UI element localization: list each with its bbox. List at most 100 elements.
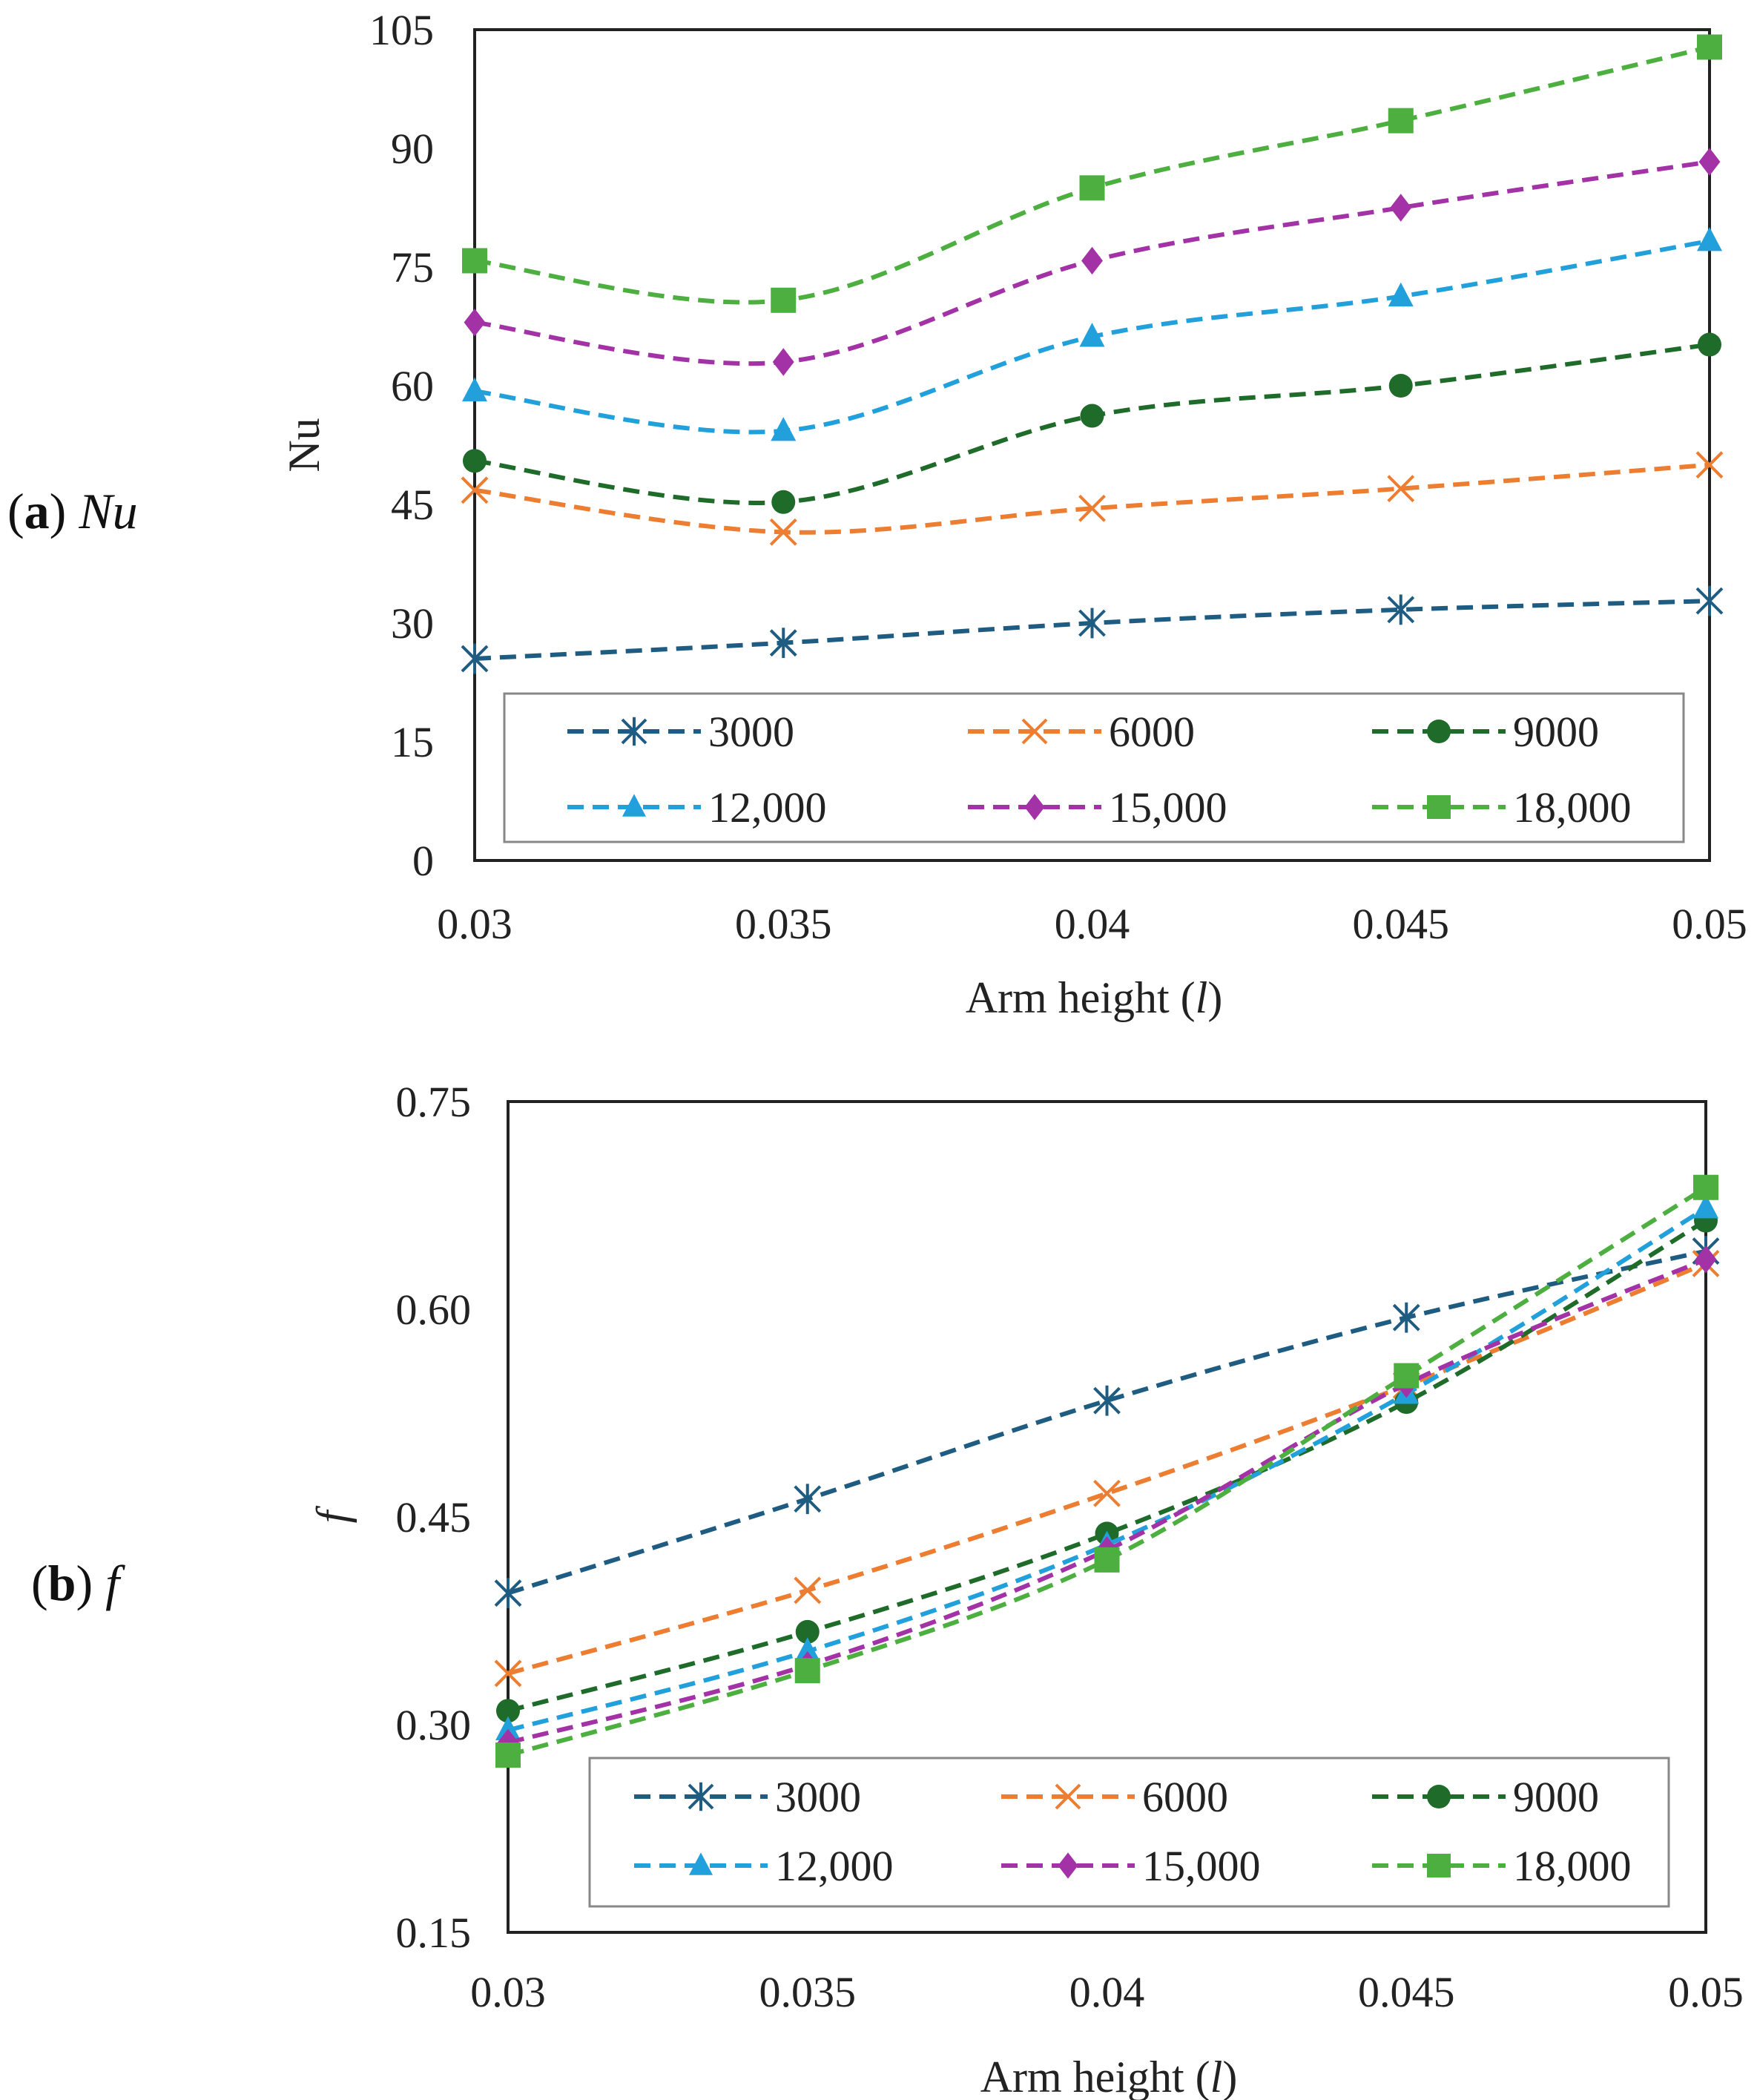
data-point — [462, 248, 487, 274]
legend-label: 6000 — [1142, 1773, 1228, 1821]
y-tick-label: 105 — [369, 6, 434, 54]
legend-marker — [1021, 718, 1048, 745]
data-point — [461, 643, 489, 674]
series-18,000 — [462, 34, 1722, 313]
legend-marker — [1427, 720, 1451, 743]
legend-box — [588, 1757, 1670, 1908]
legend-marker — [1427, 1785, 1451, 1808]
legend-item: 6000 — [1001, 1773, 1228, 1821]
data-point — [1388, 108, 1414, 134]
data-point — [772, 348, 794, 376]
series-12,000 — [462, 227, 1722, 441]
chart-b: 0.15 0.30 0.45 0.60 0.75 0.03 0.035 0.04 0.045 0.… — [308, 1078, 1744, 2100]
data-point — [1387, 594, 1415, 625]
y-tick-label: 15 — [391, 718, 434, 766]
x-tick-label: 0.03 — [437, 900, 512, 948]
y-axis-title: Nu — [280, 418, 329, 472]
legend-label: 12,000 — [775, 1842, 894, 1890]
data-point — [1698, 332, 1721, 357]
series-3000 — [461, 585, 1724, 674]
panel-a-label: (a) Nu — [7, 483, 138, 539]
series-18,000 — [495, 1174, 1718, 1768]
plot-frame-a — [473, 28, 1711, 862]
legend-item: 3000 — [567, 708, 794, 756]
data-point — [1695, 1245, 1717, 1274]
legend-label: 12,000 — [708, 783, 827, 832]
data-point — [1079, 323, 1105, 347]
legend-marker — [1427, 795, 1451, 819]
data-point — [771, 490, 796, 514]
data-point — [1078, 494, 1106, 522]
legend-label: 18,000 — [1513, 783, 1632, 832]
x-tick-label: 0.05 — [1672, 900, 1747, 948]
y-tick-label: 90 — [391, 125, 434, 173]
data-point — [795, 1619, 820, 1644]
data-point — [769, 628, 797, 659]
series-line — [507, 1261, 1707, 1676]
legend-marker — [1024, 794, 1045, 820]
data-point — [464, 308, 486, 337]
data-point — [1697, 34, 1722, 60]
x-axis-title: Arm height (l) — [966, 973, 1223, 1022]
legend-item: 18,000 — [1372, 1842, 1632, 1890]
x-tick-label: 0.035 — [735, 900, 832, 948]
data-point — [494, 1659, 522, 1688]
legend-label: 9000 — [1513, 708, 1599, 756]
x-tick-label: 0.05 — [1668, 1968, 1744, 2016]
y-axis-title: f — [308, 1505, 357, 1523]
legend-label: 9000 — [1513, 1773, 1599, 1821]
legend-marker — [688, 1782, 714, 1811]
chart-a: 0 15 30 45 60 75 90 105 0.03 0.035 0.04 0.045 0.05 Ar… — [280, 6, 1747, 1022]
plot-frame-b — [507, 1100, 1707, 1934]
data-point — [1093, 1385, 1121, 1416]
data-point — [794, 1658, 820, 1684]
legend-label: 15,000 — [1109, 783, 1227, 832]
x-tick-label: 0.035 — [759, 1968, 857, 2016]
data-point — [1078, 608, 1106, 639]
data-point — [495, 1742, 521, 1768]
y-tick-label: 0.15 — [396, 1909, 472, 1957]
legend-label: 15,000 — [1142, 1842, 1261, 1890]
data-point — [1079, 175, 1105, 201]
series-line — [507, 1248, 1707, 1596]
data-point — [1388, 374, 1413, 398]
data-point — [1080, 404, 1104, 428]
legend-label: 18,000 — [1513, 1842, 1632, 1890]
data-point — [771, 417, 797, 441]
legend-label: 3000 — [775, 1773, 861, 1821]
y-tick-label: 0 — [412, 837, 434, 885]
legend-item: 18,000 — [1372, 783, 1632, 832]
series-9000 — [463, 332, 1721, 514]
x-axis-title: Arm height (l) — [980, 2053, 1238, 2100]
y-tick-label: 60 — [391, 362, 434, 410]
data-point — [1094, 1547, 1120, 1573]
legend-marker — [689, 1852, 713, 1875]
legend-label: 6000 — [1109, 708, 1195, 756]
data-point — [462, 377, 487, 402]
legend-item: 9000 — [1372, 1773, 1599, 1821]
legend-marker — [1055, 1783, 1081, 1810]
legend-marker — [622, 794, 646, 817]
y-tick-label: 45 — [391, 481, 434, 529]
data-point — [794, 1576, 822, 1604]
panel-b-symbol: f — [105, 1555, 120, 1611]
y-tick-label: 0.45 — [396, 1493, 472, 1541]
y-tick-label: 0.30 — [396, 1701, 472, 1749]
data-point — [794, 1484, 822, 1515]
x-tick-label: 0.04 — [1055, 900, 1130, 948]
legend-marker — [621, 717, 647, 746]
series-line — [507, 1218, 1707, 1714]
legend-box — [503, 692, 1685, 843]
data-point — [1697, 227, 1722, 251]
panel-b-label: (b) f — [31, 1555, 120, 1611]
x-tick-label: 0.045 — [1353, 900, 1450, 948]
data-point — [461, 476, 489, 504]
series-line — [474, 462, 1710, 535]
series-6000 — [461, 451, 1724, 546]
data-point — [463, 449, 487, 473]
series-15,000 — [464, 148, 1721, 376]
series-15,000 — [497, 1245, 1717, 1757]
legend-item: 12,000 — [634, 1842, 894, 1890]
y-tick-label: 0.60 — [396, 1286, 472, 1334]
